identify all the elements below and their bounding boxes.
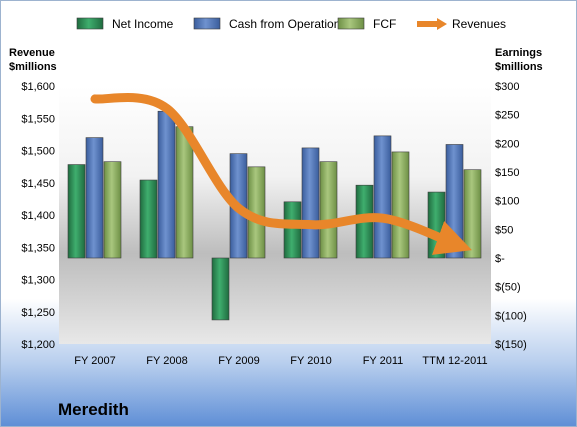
category-label-4: FY 2011	[363, 355, 404, 367]
left-tick-label-0: $1,200	[21, 339, 55, 351]
right-tick-label-6: $150	[495, 167, 519, 179]
legend-label-net-income: Net Income	[112, 17, 174, 31]
right-tick-label-9: $300	[495, 81, 519, 93]
chart-title: Meredith	[58, 400, 129, 419]
right-tick-label-5: $100	[495, 196, 519, 208]
category-labels: FY 2007 FY 2008 FY 2009 FY 2010 FY 2011 TTM 1…	[74, 355, 487, 367]
bar-cash-from-operations-1	[157, 110, 176, 259]
left-tick-label-2: $1,300	[21, 275, 55, 287]
revenue-line-series	[90, 93, 472, 255]
right-axis-ticks: $(150) $(100) $(50) $- $50 $100 $150 $200 $250 $3…	[495, 81, 527, 351]
right-tick-label-0: $(150)	[495, 339, 527, 351]
right-axis-title-line2: $millions	[495, 61, 543, 73]
left-tick-label-6: $1,500	[21, 146, 55, 158]
legend-label-fcf: FCF	[373, 17, 396, 31]
bar-net-income-0	[67, 164, 86, 259]
right-tick-label-1: $(100)	[495, 310, 527, 322]
left-tick-label-5: $1,450	[21, 178, 55, 190]
category-label-3: FY 2010	[290, 355, 331, 367]
bar-fcf-0	[103, 161, 122, 259]
bar-cash-from-operations-0	[85, 137, 104, 259]
legend-label-cash-from-operations: Cash from Operations	[229, 17, 346, 31]
right-tick-label-3: $-	[495, 253, 505, 265]
bar-net-income-2	[211, 257, 230, 321]
bar-net-income-1	[139, 179, 158, 259]
category-label-0: FY 2007	[74, 355, 115, 367]
left-tick-label-4: $1,400	[21, 210, 55, 222]
right-tick-label-8: $250	[495, 110, 519, 122]
category-label-2: FY 2009	[218, 355, 259, 367]
legend: Net Income Cash from Operations FCF Revenue…	[76, 17, 506, 31]
bar-net-income-3	[283, 201, 302, 259]
legend-arrow-revenues	[437, 18, 447, 30]
category-label-5: TTM 12-2011	[422, 355, 487, 367]
bar-fcf-1	[175, 126, 194, 259]
right-tick-label-4: $50	[495, 224, 513, 236]
left-axis-title-line2: $millions	[9, 61, 57, 73]
category-label-1: FY 2008	[146, 355, 187, 367]
legend-swatch-cash-from-operations	[193, 17, 221, 30]
left-tick-label-8: $1,600	[21, 81, 55, 93]
left-tick-label-7: $1,550	[21, 113, 55, 125]
left-axis-title-line1: Revenue	[9, 47, 55, 59]
left-tick-label-1: $1,250	[21, 307, 55, 319]
bar-fcf-4	[391, 151, 410, 259]
right-axis-title-line1: Earnings	[495, 47, 542, 59]
bar-fcf-3	[319, 161, 338, 259]
plot-area	[59, 86, 491, 344]
legend-label-revenues: Revenues	[452, 17, 506, 31]
bar-cash-from-operations-3	[301, 147, 320, 259]
legend-swatch-fcf	[337, 17, 365, 30]
right-tick-label-2: $(50)	[495, 282, 521, 294]
revenue-line	[90, 93, 472, 255]
legend-swatch-net-income	[76, 17, 104, 30]
bar-cash-from-operations-4	[373, 135, 392, 259]
bar-fcf-5	[463, 169, 482, 259]
left-tick-label-3: $1,350	[21, 242, 55, 254]
right-tick-label-7: $200	[495, 138, 519, 150]
left-axis-ticks: $1,200 $1,250 $1,300 $1,350 $1,400 $1,450 $1,5…	[21, 81, 55, 351]
bar-net-income-5	[427, 191, 446, 259]
